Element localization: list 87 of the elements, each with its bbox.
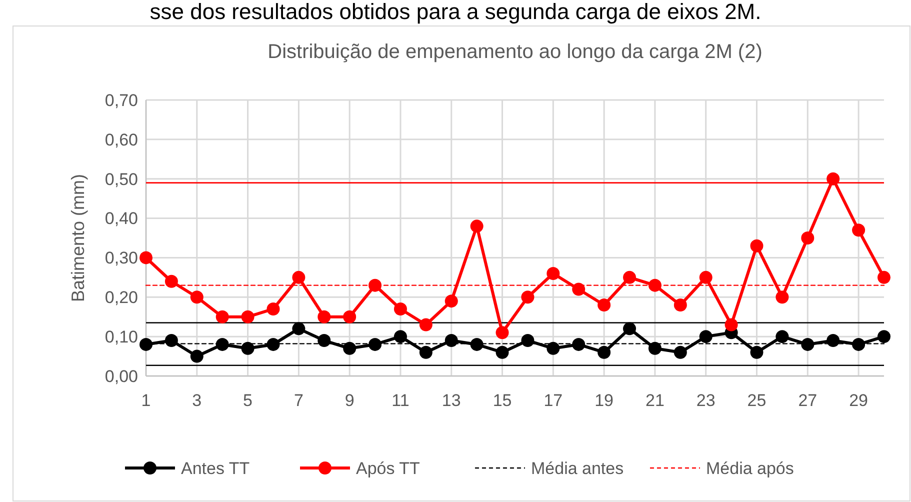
x-tick-label: 1: [141, 391, 151, 410]
point: [521, 334, 534, 348]
point: [572, 338, 586, 351]
x-tick-label: 29: [849, 391, 868, 410]
point: [343, 310, 356, 324]
point: [164, 274, 178, 288]
point: [318, 334, 331, 348]
x-tick-label: 3: [192, 391, 202, 410]
point: [496, 346, 509, 359]
x-tick-label: 15: [492, 391, 512, 410]
point: [140, 338, 152, 351]
point: [470, 338, 484, 351]
point: [343, 342, 356, 355]
point: [394, 302, 407, 316]
point: [216, 338, 229, 351]
y-tick-label: 0,40: [104, 209, 138, 228]
y-tick-label: 0,00: [104, 366, 138, 386]
point: [292, 270, 306, 284]
point: [623, 270, 636, 284]
point: [852, 338, 866, 351]
point: [444, 334, 458, 348]
point: [648, 342, 662, 355]
point: [368, 338, 382, 351]
point: [674, 298, 687, 312]
y-tick-label: 0,10: [104, 328, 138, 347]
point: [444, 294, 458, 308]
text: sse dos resultados obtidos para a segunda carga de eixos 2M.: [150, 0, 762, 24]
point: [292, 322, 306, 336]
legend-label: Média após: [706, 458, 794, 478]
point: [241, 310, 254, 324]
y-tick-label: 0,60: [104, 130, 138, 150]
y-tick-label: 0,30: [104, 248, 138, 268]
point: [776, 330, 789, 344]
point: [266, 302, 280, 316]
legend-label: Média antes: [531, 458, 624, 478]
point: [750, 239, 764, 252]
point: [546, 342, 560, 355]
x-tick-label: 19: [594, 391, 614, 410]
chart-title: Distribuição de empenamento ao longo da carga 2M (2): [268, 41, 762, 63]
point: [419, 318, 432, 332]
x-tick-label: 11: [392, 391, 410, 410]
y-tick-label: 0,70: [104, 90, 138, 110]
x-tick-label: 13: [442, 391, 461, 410]
point: [776, 290, 789, 304]
x-tick-label: 7: [294, 391, 304, 410]
x-tick-label: 9: [344, 391, 354, 410]
x-tick-label: 5: [243, 391, 253, 410]
point: [699, 270, 712, 284]
point: [623, 322, 636, 336]
point: [724, 318, 738, 332]
point: [521, 290, 534, 304]
point: [164, 334, 178, 348]
point: [496, 326, 509, 340]
point: [878, 330, 890, 344]
point: [852, 224, 866, 237]
legend-label: Antes TT: [181, 458, 250, 478]
point: [241, 342, 254, 355]
point: [470, 220, 484, 233]
x-tick-label: 17: [544, 391, 563, 410]
point: [801, 338, 814, 351]
point: [546, 266, 560, 280]
point: [598, 346, 611, 359]
point: [419, 346, 432, 359]
y-tick-label: 0,50: [104, 170, 138, 189]
point: [699, 330, 712, 344]
point: [598, 298, 611, 312]
point: [190, 290, 204, 304]
x-tick-label: 23: [696, 391, 716, 410]
legend-label: Após TT: [356, 458, 420, 478]
x-tick-label: 21: [646, 391, 664, 410]
point: [394, 330, 407, 344]
point: [878, 270, 890, 284]
point: [750, 346, 764, 359]
point: [572, 282, 586, 296]
point: [674, 346, 687, 359]
point: [826, 172, 840, 186]
y-tick-label: 0,20: [104, 288, 138, 308]
x-tick-label: 25: [747, 391, 766, 410]
point: [190, 350, 204, 363]
point: [216, 310, 229, 324]
point: [826, 334, 840, 348]
x-tick-label: 27: [798, 391, 818, 410]
point: [318, 310, 331, 324]
point: [266, 338, 280, 351]
y-axis-title: Batimento (mm): [68, 174, 88, 302]
point: [140, 251, 152, 264]
point: [801, 232, 814, 244]
